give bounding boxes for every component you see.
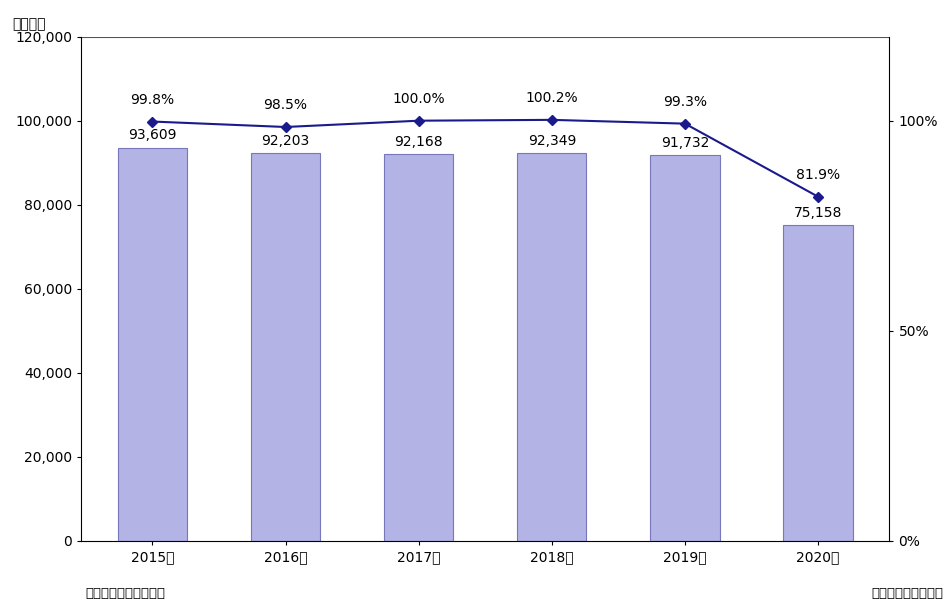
Text: （億円）: （億円） <box>12 18 46 32</box>
Bar <box>783 225 852 541</box>
Bar <box>250 153 320 541</box>
Text: 81.9%: 81.9% <box>795 168 840 182</box>
Text: 92,168: 92,168 <box>394 135 443 148</box>
Text: 99.8%: 99.8% <box>130 93 174 107</box>
Text: 92,203: 92,203 <box>261 135 309 148</box>
Bar <box>517 153 585 541</box>
Text: 100.0%: 100.0% <box>392 92 445 106</box>
Text: 矢野経済研究所調べ: 矢野経済研究所調べ <box>870 587 942 600</box>
Bar <box>384 153 453 541</box>
Text: 98.5%: 98.5% <box>264 98 307 112</box>
Bar <box>649 155 719 541</box>
Text: 注１．小売金額ベース: 注１．小売金額ベース <box>86 587 166 600</box>
Text: 75,158: 75,158 <box>793 206 842 220</box>
Text: 93,609: 93,609 <box>128 128 176 142</box>
Bar <box>118 147 187 541</box>
Text: 92,349: 92,349 <box>527 134 575 148</box>
Text: 91,732: 91,732 <box>660 136 708 150</box>
Text: 100.2%: 100.2% <box>525 91 578 105</box>
Text: 99.3%: 99.3% <box>663 95 706 109</box>
